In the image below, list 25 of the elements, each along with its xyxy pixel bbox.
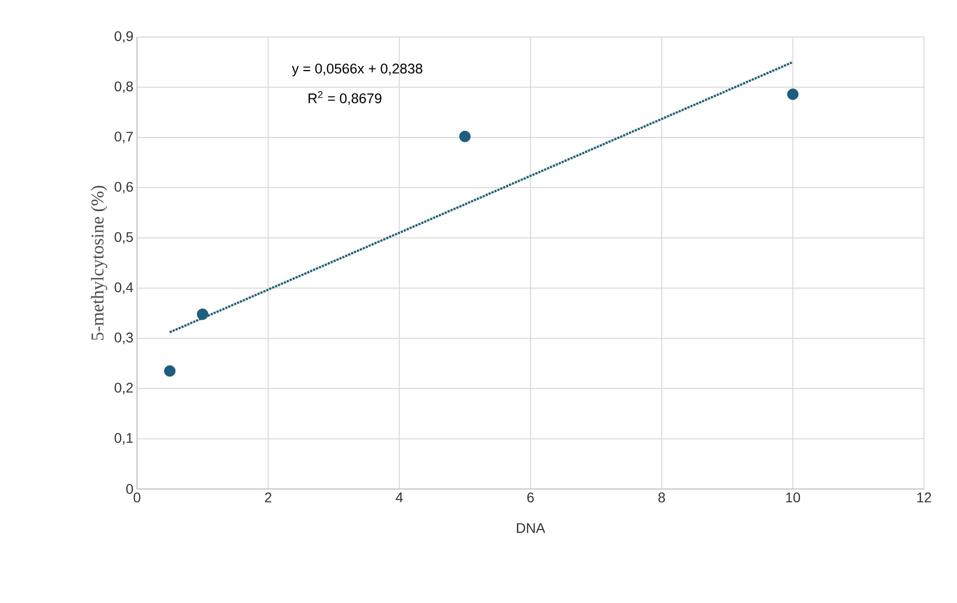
y-tick-label: 0,4 xyxy=(114,282,134,294)
y-tick-label: 0,2 xyxy=(114,382,133,394)
y-tick-label: 0,1 xyxy=(114,433,133,445)
annotation: R$^{2}$ = 0,8679 xyxy=(308,91,382,105)
y-tick-label: 0,9 xyxy=(114,31,133,43)
y-tick-label: 0,3 xyxy=(114,332,133,344)
y-tick-label: 0,6 xyxy=(114,182,133,194)
point xyxy=(459,130,471,142)
x-tick-label: 12 xyxy=(917,492,932,502)
y-tick-label: 0,7 xyxy=(114,132,133,144)
y-tick-label: 0 xyxy=(126,484,133,494)
x-tick-label: 2 xyxy=(264,492,272,502)
point xyxy=(787,88,799,100)
point xyxy=(196,308,208,320)
x-tick-label: 6 xyxy=(527,492,534,502)
y-axis-title: 5-methylcytosine (%) xyxy=(90,186,108,340)
point xyxy=(164,365,176,377)
y-tick-label: 0,5 xyxy=(114,232,133,244)
x-tick-label: 0 xyxy=(134,492,140,502)
y-tick-label: 0,8 xyxy=(114,81,133,93)
x-tick-label: 8 xyxy=(658,492,665,502)
x-tick-label: 4 xyxy=(396,492,403,502)
annotation: y = 0,0566x + 0,2838 xyxy=(292,64,422,76)
x-tick-label: 10 xyxy=(786,492,800,502)
x-axis-title: DNA xyxy=(516,523,546,533)
